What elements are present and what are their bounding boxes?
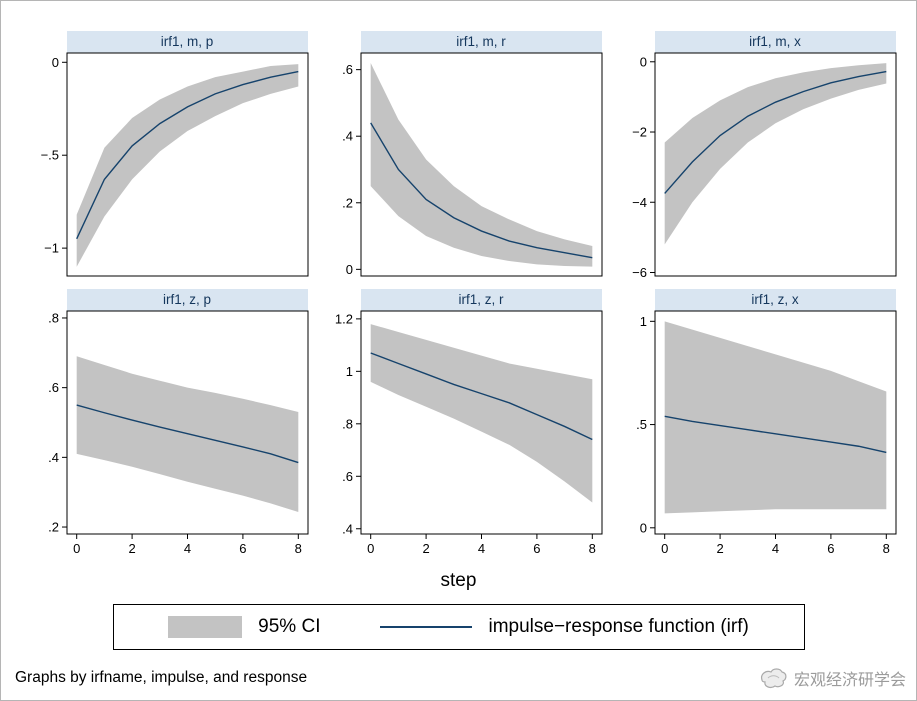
ci-swatch [168, 616, 243, 638]
svg-text:.6: .6 [342, 469, 353, 484]
svg-text:.6: .6 [342, 62, 353, 77]
svg-text:8: 8 [882, 541, 889, 556]
irf-panel-m-p: irf1, m, p 0 −.5 −1 [21, 31, 309, 277]
svg-text:2: 2 [716, 541, 723, 556]
panel-plot: 1 .5 00 2 4 6 8 [636, 310, 896, 556]
svg-text:4: 4 [771, 541, 778, 556]
panel-plot: .8 .6 .4 .2 0 2 4 6 8 [48, 310, 308, 556]
svg-text:.5: .5 [636, 417, 647, 432]
panel-plot: .6 .4 .2 0 [342, 52, 602, 277]
svg-text:.6: .6 [48, 380, 59, 395]
svg-text:−6: −6 [632, 265, 647, 280]
svg-text:8: 8 [294, 541, 301, 556]
panel-plot: 0 −2 −4 −6 [632, 52, 896, 280]
svg-text:.2: .2 [342, 195, 353, 210]
svg-text:8: 8 [588, 541, 595, 556]
footer: Graphs by irfname, impulse, and response… [15, 666, 906, 690]
svg-text:0: 0 [73, 541, 80, 556]
svg-text:.2: .2 [48, 520, 59, 535]
legend-box: 95% CI impulse−response function (irf) [112, 604, 805, 650]
svg-text:0: 0 [367, 541, 374, 556]
panel-title: irf1, m, r [360, 31, 602, 53]
svg-text:−4: −4 [632, 195, 647, 210]
svg-text:1: 1 [639, 314, 646, 329]
irf-line-sample [380, 625, 473, 629]
watermark-scribble-icon [760, 668, 787, 688]
x-axis-label: step [440, 570, 477, 591]
svg-text:−2: −2 [632, 125, 647, 140]
panel-title: irf1, z, x [654, 289, 896, 311]
svg-text:4: 4 [477, 541, 484, 556]
svg-text:0: 0 [639, 520, 646, 535]
svg-text:.4: .4 [342, 521, 353, 536]
graphs-by-note: Graphs by irfname, impulse, and response [15, 669, 308, 686]
svg-text:−.5: −.5 [40, 148, 58, 163]
irf-label: impulse−response function (irf) [488, 616, 749, 637]
svg-text:.8: .8 [342, 416, 353, 431]
svg-text:−1: −1 [44, 241, 59, 256]
irf-panel-z-p: irf1, z, p .8 .6 .4 .2 0 2 4 6 8 [21, 289, 309, 558]
svg-text:0: 0 [639, 54, 646, 69]
watermark-text: 宏观经济研学会 [793, 672, 906, 689]
svg-text:1: 1 [345, 364, 352, 379]
svg-text:4: 4 [183, 541, 190, 556]
svg-text:.8: .8 [48, 310, 59, 325]
panel-title: irf1, m, p [66, 31, 308, 53]
svg-text:6: 6 [239, 541, 246, 556]
svg-text:6: 6 [827, 541, 834, 556]
panel-title: irf1, z, p [66, 289, 308, 311]
svg-text:0: 0 [661, 541, 668, 556]
panel-plot: 0 −.5 −1 [40, 52, 308, 277]
irf-panel-z-r: irf1, z, r 1.2 1 .8 .6 .4 0 2 4 6 8 [315, 289, 603, 558]
panel-plot: 1.2 1 .8 .6 .4 0 2 4 6 8 [334, 310, 602, 556]
watermark: 宏观经济研学会 [758, 666, 906, 690]
svg-text:.4: .4 [342, 129, 353, 144]
svg-text:2: 2 [422, 541, 429, 556]
svg-text:6: 6 [533, 541, 540, 556]
irf-panels-grid: irf1, m, p 0 −.5 −1 irf1, m, r .6 .4 .2 0 irf… [1, 31, 916, 558]
ci-label: 95% CI [258, 616, 321, 637]
irf-panel-m-r: irf1, m, r .6 .4 .2 0 [315, 31, 603, 277]
svg-text:.4: .4 [48, 450, 59, 465]
irf-panel-z-x: irf1, z, x 1 .5 0 0 2 4 6 8 [609, 289, 897, 558]
panel-title: irf1, z, r [360, 289, 602, 311]
svg-text:2: 2 [128, 541, 135, 556]
svg-text:0: 0 [51, 55, 58, 70]
irf-panel-m-x: irf1, m, x 0 −2 −4 −6 [609, 31, 897, 280]
panel-title: irf1, m, x [654, 31, 896, 53]
svg-text:0: 0 [345, 262, 352, 277]
svg-text:1.2: 1.2 [334, 311, 352, 326]
